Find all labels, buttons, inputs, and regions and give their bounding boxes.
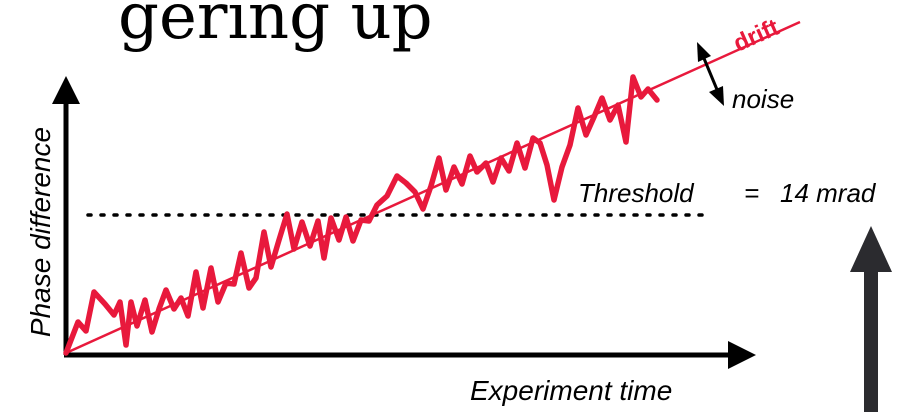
threshold-value: 14 mrad [780, 178, 877, 208]
drift-label: drift [729, 14, 783, 58]
x-axis-arrowhead [728, 341, 756, 369]
threshold-equals: = [744, 178, 759, 208]
noise-label: noise [732, 84, 794, 114]
y-axis-label: Phase difference [25, 127, 56, 337]
noise-arrowhead-top [697, 42, 711, 62]
side-up-arrow [850, 226, 892, 412]
noise-arrowhead-bottom [709, 86, 724, 106]
noise-double-arrow [697, 42, 724, 106]
axes [52, 76, 756, 369]
threshold-label: Threshold [578, 178, 695, 208]
x-axis-label: Experiment time [470, 375, 672, 406]
side-up-arrowhead [850, 226, 892, 272]
y-axis-arrowhead [52, 76, 80, 104]
title-fragment: gering up [118, 0, 433, 54]
noisy-signal [63, 74, 660, 356]
